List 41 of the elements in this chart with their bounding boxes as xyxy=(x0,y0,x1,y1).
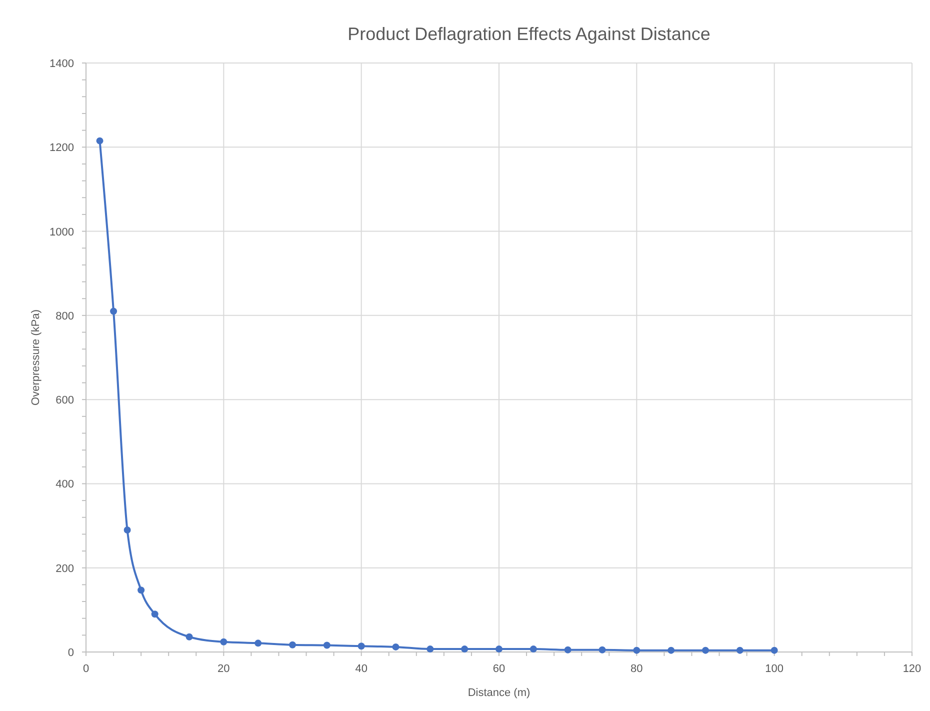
y-tick-label: 1200 xyxy=(50,142,74,154)
point xyxy=(138,586,145,594)
y-tick-label: 1000 xyxy=(50,226,74,238)
point xyxy=(392,643,400,650)
x-tick-label: 40 xyxy=(355,663,368,675)
y-tick-label: 600 xyxy=(56,394,74,407)
point xyxy=(151,610,158,618)
point xyxy=(110,308,118,315)
point xyxy=(702,646,709,654)
x-tick-label: 0 xyxy=(82,663,90,675)
point xyxy=(736,646,744,654)
chart-title: Product Deflagration Effects Against Distance xyxy=(348,24,710,44)
y-tick-label: 200 xyxy=(56,562,74,575)
point xyxy=(426,646,434,653)
point xyxy=(461,646,468,653)
x-tick-label: 60 xyxy=(492,663,506,675)
point xyxy=(496,646,502,653)
point xyxy=(530,646,537,653)
point xyxy=(323,642,330,649)
point xyxy=(358,642,365,650)
point xyxy=(186,633,193,640)
point xyxy=(220,638,228,646)
point xyxy=(96,137,104,144)
point xyxy=(289,641,296,648)
x-axis-title: Distance (m) xyxy=(468,687,530,699)
y-tick-label: 1400 xyxy=(50,58,74,70)
point xyxy=(254,640,262,647)
y-tick-label: 400 xyxy=(56,478,74,491)
y-tick-label: 0 xyxy=(68,647,74,659)
x-tick-label: 20 xyxy=(218,663,230,675)
point xyxy=(598,646,606,654)
x-tick-label: 80 xyxy=(630,663,643,675)
point xyxy=(124,526,131,534)
y-axis-title: Overpressure (kPa) xyxy=(30,310,42,406)
point xyxy=(564,646,572,654)
x-tick-label: 120 xyxy=(902,663,922,675)
x-tick-label: 100 xyxy=(765,663,784,675)
point xyxy=(668,646,675,654)
y-tick-label: 800 xyxy=(56,310,74,322)
point xyxy=(770,646,778,654)
point xyxy=(633,646,640,654)
